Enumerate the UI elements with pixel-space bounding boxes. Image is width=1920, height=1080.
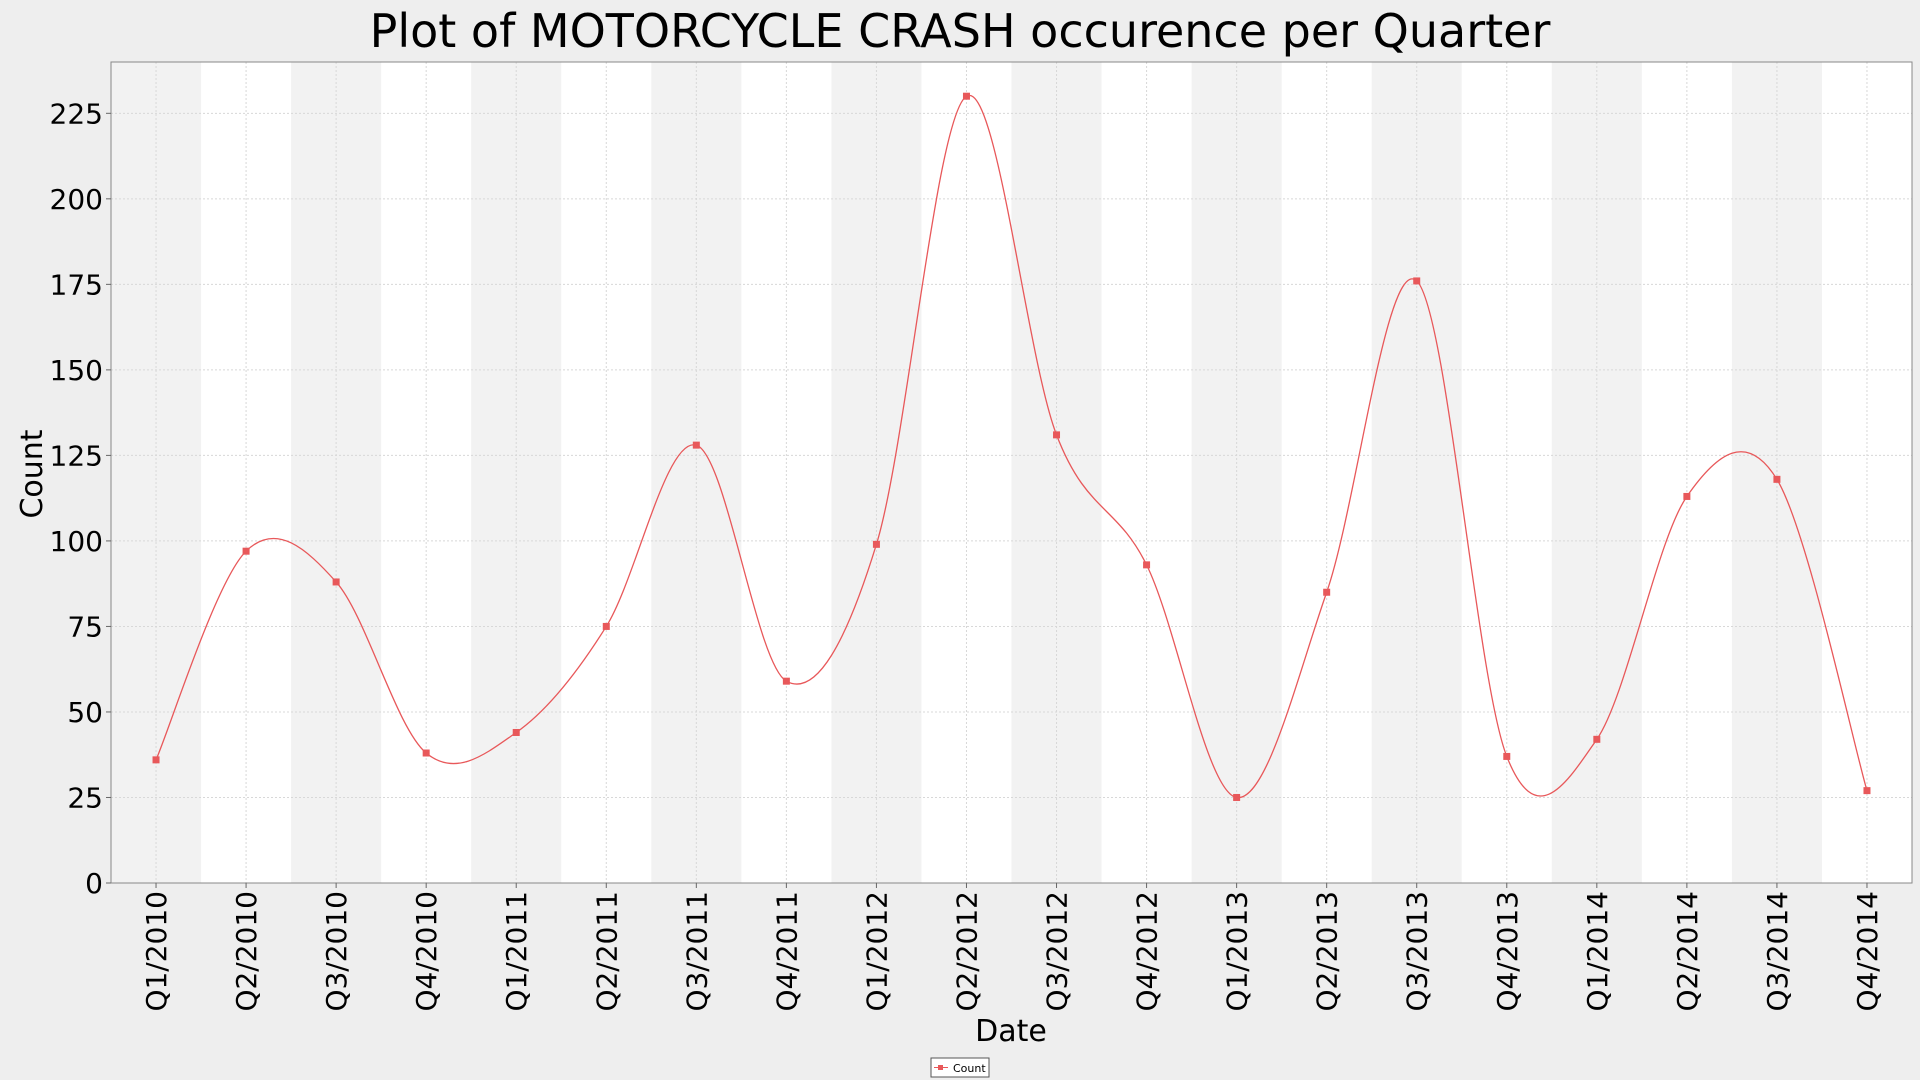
x-tick-label: Q4/2011 (770, 891, 803, 1012)
data-point (782, 677, 790, 685)
data-point (872, 540, 880, 548)
x-tick-label: Q4/2012 (1131, 891, 1164, 1012)
x-axis-title: Date (975, 1014, 1047, 1049)
x-tick-label: Q1/2014 (1581, 891, 1614, 1012)
x-tick-label: Q3/2010 (320, 891, 353, 1012)
y-axis-title: Count (15, 429, 50, 518)
data-point (1143, 561, 1151, 569)
data-point (1053, 431, 1061, 439)
data-point (1863, 787, 1871, 795)
x-tick-label: Q3/2012 (1041, 891, 1074, 1012)
data-point (1593, 735, 1601, 743)
legend-box (930, 1057, 990, 1078)
data-point (1503, 752, 1511, 760)
data-point (1683, 492, 1691, 500)
data-point (512, 728, 520, 736)
series-count (152, 92, 1871, 801)
x-tick-label: Q2/2014 (1671, 891, 1704, 1012)
y-tick-label: 150 (50, 354, 103, 387)
x-tick-label: Q2/2010 (230, 891, 263, 1012)
y-tick-label: 75 (67, 610, 103, 643)
y-axis-ticks: 0 25 50 75 100 125 150 175 200 225 (50, 97, 111, 900)
data-point (1773, 475, 1781, 483)
x-tick-label: Q1/2013 (1221, 891, 1254, 1012)
x-tick-label: Q3/2011 (680, 891, 713, 1012)
x-tick-label: Q2/2013 (1311, 891, 1344, 1012)
data-point (692, 441, 700, 449)
data-point (962, 92, 970, 100)
data-point (1233, 793, 1241, 801)
x-tick-label: Q1/2010 (140, 891, 173, 1012)
x-axis-ticks: Q1/2010 Q2/2010 Q3/2010 Q4/2010 Q1/2011 Q2/20… (140, 883, 1884, 1012)
legend-square-marker (938, 1065, 943, 1070)
chart-title: Plot of MOTORCYCLE CRASH occurence per Q… (370, 4, 1551, 58)
y-tick-label: 175 (50, 268, 103, 301)
x-tick-label: Q4/2014 (1851, 891, 1884, 1012)
y-tick-label: 200 (50, 183, 103, 216)
data-point (1413, 277, 1421, 285)
data-point (242, 547, 250, 555)
data-point (422, 749, 430, 757)
x-tick-label: Q3/2013 (1401, 891, 1434, 1012)
x-tick-label: Q1/2011 (500, 891, 533, 1012)
y-tick-label: 125 (50, 439, 103, 472)
plot-background (111, 62, 1913, 883)
data-point (1323, 588, 1331, 596)
y-tick-label: 100 (50, 525, 103, 558)
y-tick-label: 25 (67, 781, 103, 814)
data-point (602, 622, 610, 630)
data-point (332, 578, 340, 586)
data-point (152, 756, 160, 764)
legend: Count (930, 1057, 990, 1078)
plot-border (110, 61, 1913, 884)
y-tick-label: 225 (50, 97, 103, 130)
x-tick-label: Q2/2012 (950, 891, 983, 1012)
x-tick-label: Q2/2011 (590, 891, 623, 1012)
x-tick-label: Q3/2014 (1761, 891, 1794, 1012)
y-tick-label: 50 (67, 696, 103, 729)
x-tick-label: Q4/2010 (410, 891, 443, 1012)
x-tick-label: Q4/2013 (1491, 891, 1524, 1012)
legend-label-count: Count (953, 1062, 986, 1075)
y-tick-label: 0 (85, 867, 103, 900)
x-tick-label: Q1/2012 (860, 891, 893, 1012)
series-line (155, 94, 1868, 799)
